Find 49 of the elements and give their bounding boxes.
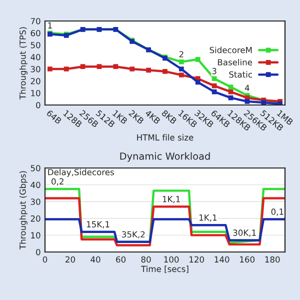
- y-tick-label: 40: [30, 182, 40, 188]
- x-tick-label: 1KB: [112, 110, 128, 124]
- y-tick-label: 0: [36, 102, 40, 108]
- y-tick-label: 30: [30, 198, 40, 205]
- x-tick-label: 160: [240, 256, 255, 263]
- legend-label: SidecoreM: [210, 46, 252, 54]
- chart-title: Dynamic Workload: [120, 152, 210, 162]
- y-tick-label: 10: [31, 90, 40, 96]
- y-tick-label: 20: [30, 78, 40, 84]
- y-axis-title: Throughput (TPS): [19, 27, 28, 100]
- x-axis-title: Time [secs]: [141, 266, 188, 274]
- x-tick-label: 140: [214, 256, 230, 263]
- annotation: 1K,1: [200, 214, 217, 222]
- annotation: Delay,Sidecores: [48, 168, 114, 177]
- y-tick-label: 50: [30, 164, 40, 172]
- x-tick-label: 100: [164, 256, 179, 263]
- y-tick-label: 60: [30, 30, 40, 36]
- annotation: 30K,1: [233, 230, 256, 237]
- annotation: 35K,2: [122, 231, 145, 238]
- x-tick-label: 80: [141, 256, 151, 263]
- annotation: 4: [244, 84, 250, 91]
- y-tick-label: 30: [30, 66, 40, 72]
- x-tick-label: 120: [190, 256, 204, 263]
- x-tick-label: 64B: [46, 110, 62, 124]
- y-tick-label: 50: [30, 42, 40, 48]
- y-tick-label: 10: [31, 232, 40, 238]
- y-tick-label: 20: [30, 215, 40, 222]
- x-tick-label: 40: [90, 256, 100, 263]
- legend-label: Baseline: [218, 58, 252, 66]
- y-axis-title: Throughput (Gbps): [19, 171, 28, 250]
- x-axis-title: HTML file size: [137, 134, 194, 141]
- x-tick-label: 20: [66, 256, 76, 263]
- y-tick-label: 0: [36, 248, 40, 256]
- x-tick-label: 8KB: [161, 110, 178, 124]
- x-tick-label: 60: [116, 256, 126, 263]
- x-tick-label: 2KB: [128, 110, 144, 124]
- annotation: 15K,1: [86, 221, 110, 228]
- x-tick-label: 180: [265, 256, 280, 263]
- annotation: 1: [48, 22, 52, 28]
- y-tick-label: 70: [30, 18, 40, 24]
- x-tick-label: 0: [42, 256, 48, 263]
- annotation: 2: [179, 51, 184, 58]
- y-tick-label: 40: [30, 54, 40, 60]
- x-tick-label: 4KB: [144, 110, 161, 124]
- annotation: 1K,1: [162, 196, 180, 204]
- legend-label: Static: [229, 71, 252, 78]
- annotation: 3: [212, 68, 216, 74]
- annotation: 0,1: [271, 208, 284, 216]
- annotation: 0,2: [52, 178, 64, 186]
